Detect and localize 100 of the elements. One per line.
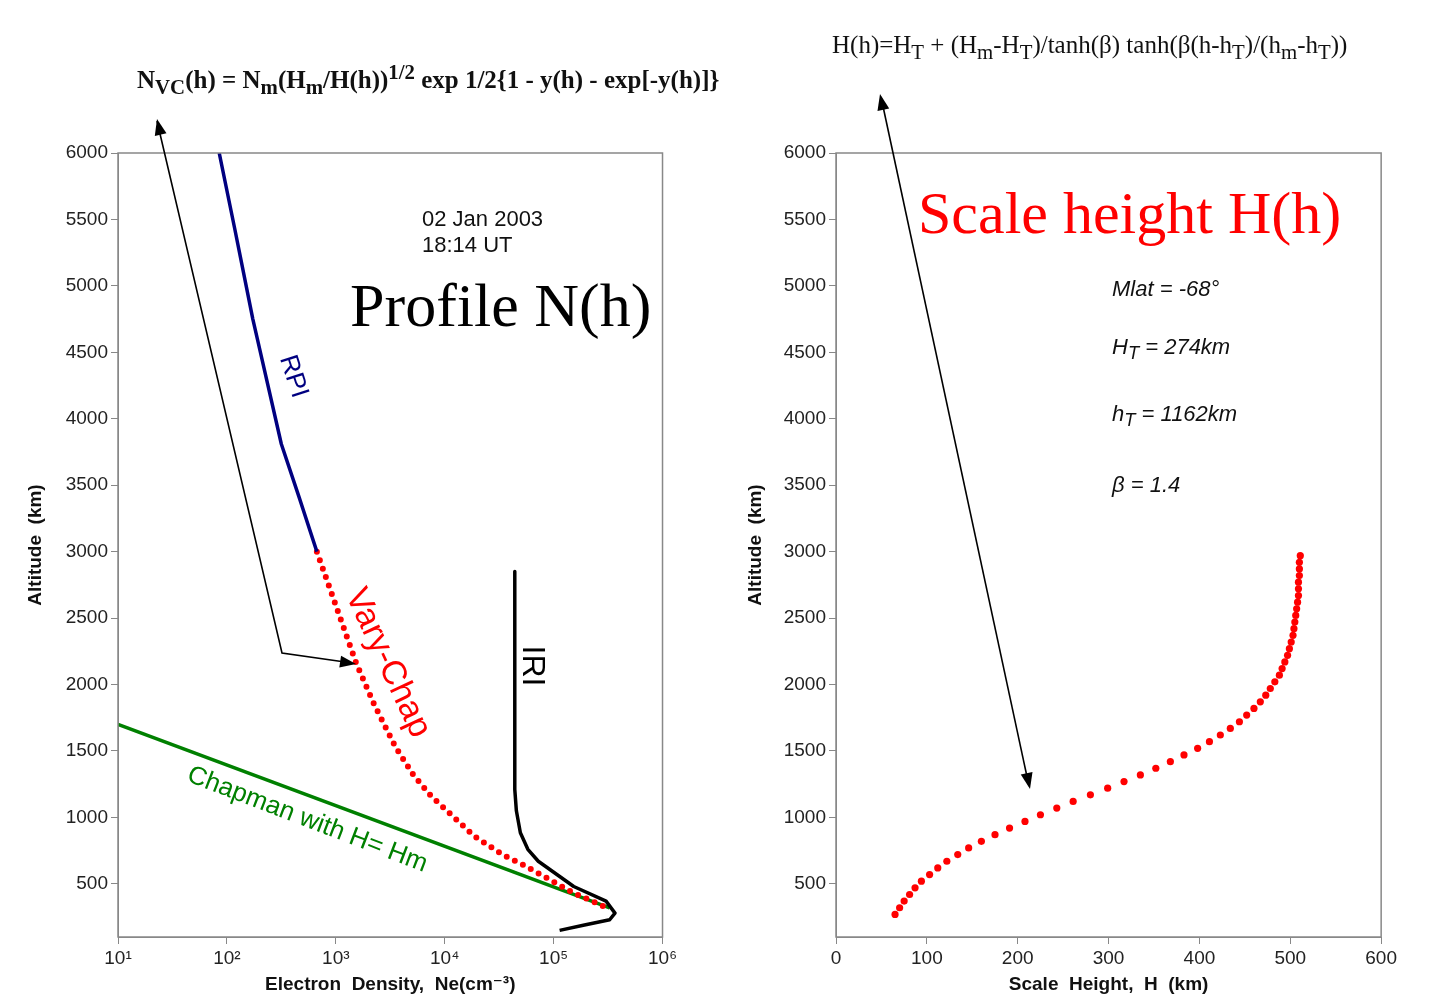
point <box>1293 605 1301 613</box>
point <box>1294 585 1303 593</box>
x-tick-label: 500 <box>1274 946 1307 968</box>
point <box>1295 558 1303 566</box>
y-tick-label: 4000 <box>783 407 826 428</box>
y-tick-label: 500 <box>794 872 826 894</box>
y-tick-label: 1000 <box>65 805 108 827</box>
point <box>925 870 934 879</box>
point <box>1136 771 1144 779</box>
point <box>1256 698 1264 706</box>
point <box>1235 718 1244 726</box>
y-tick-label: 6000 <box>65 141 108 163</box>
y-tick-label: 2000 <box>783 672 826 694</box>
x-tick-label: 10⁴ <box>430 946 460 968</box>
y-tick-label: 5500 <box>65 207 108 229</box>
text: RPI <box>274 350 316 402</box>
y-tick-label: 3500 <box>783 473 826 495</box>
point <box>1266 684 1274 693</box>
point <box>1289 631 1297 639</box>
point <box>1285 645 1293 653</box>
point <box>1036 811 1045 819</box>
chart-title: Scale height H(h) <box>918 180 1342 246</box>
y-tick-label: 2500 <box>783 606 826 628</box>
point <box>1152 764 1160 772</box>
point <box>1053 804 1061 812</box>
y-tick-label: 500 <box>76 872 108 894</box>
annotation: Mlat = -68° <box>1112 276 1220 303</box>
annotation: 02 Jan 2003 <box>422 206 544 233</box>
text: Profile N(h) <box>350 271 652 339</box>
x-tick-label: 10⁶ <box>648 946 678 968</box>
x-tick-label: 600 <box>1365 946 1397 968</box>
y-axis-title: Altitude (km) <box>23 484 45 606</box>
point <box>1275 671 1283 679</box>
point <box>1290 625 1298 633</box>
text: H(h)=H$_{T}$ + (H$_{m}$-H$_{T}$)/tanh(β) tanh(β(h-h$_{T}$)/(h$_{m}$-h$_{T}$)) <box>832 31 1348 64</box>
y-tick-label: 1500 <box>783 739 826 761</box>
x-tick-label: 10⁵ <box>539 946 569 968</box>
point <box>906 890 914 899</box>
point <box>1281 658 1289 666</box>
text: N$_{VC}$(h) = N$_{m}$(H$_{m}$/H(h))$^{1/2}$ exp 1/2{1 - y(h) - exp[-y(h)]} <box>137 60 720 100</box>
point <box>1086 791 1094 799</box>
x-tick-label: 400 <box>1183 946 1216 968</box>
point <box>1250 704 1258 713</box>
x-tick-label: 100 <box>911 946 943 968</box>
point <box>1205 738 1214 746</box>
x-tick-label: 200 <box>1001 946 1034 968</box>
point <box>1294 578 1303 586</box>
x-tick-label: 300 <box>1092 946 1125 968</box>
y-tick-label: 1500 <box>65 739 108 761</box>
y-axis-title: Altitude (km) <box>743 484 765 606</box>
x-tick-label: 10³ <box>322 946 350 968</box>
point <box>1120 777 1128 786</box>
point <box>911 884 919 892</box>
point <box>1295 571 1303 580</box>
point <box>1278 664 1286 673</box>
point <box>1291 618 1299 626</box>
point <box>954 851 962 859</box>
point <box>1194 744 1202 752</box>
point <box>1021 817 1029 825</box>
point <box>1294 591 1303 600</box>
annotation: β = 1.4 <box>1112 472 1181 499</box>
y-tick-label: 4500 <box>783 340 826 362</box>
point <box>1216 731 1224 739</box>
point <box>1295 565 1303 573</box>
y-tick-label: 5500 <box>783 207 826 229</box>
y-tick-label: 3500 <box>65 473 108 495</box>
annotation: H$_{T}$ = 274km <box>1112 334 1231 365</box>
point <box>891 910 899 919</box>
point <box>1180 751 1188 759</box>
point <box>1293 598 1302 606</box>
point <box>1243 711 1251 719</box>
y-tick-label: 3000 <box>783 539 826 561</box>
point <box>1262 691 1270 699</box>
y-tick-label: 1000 <box>783 805 826 827</box>
point <box>1287 638 1295 646</box>
point <box>934 864 942 872</box>
x-tick-label: 10¹ <box>104 946 132 968</box>
annotation: h$_{T}$ = 1162km <box>1112 401 1238 432</box>
y-tick-label: 5000 <box>783 274 826 296</box>
annotation: 18:14 UT <box>422 232 513 259</box>
point <box>917 877 926 885</box>
x-tick-label: 0 <box>830 946 842 968</box>
x-axis-title: Scale Height, H (km) <box>1008 972 1209 994</box>
point <box>991 831 999 839</box>
point <box>1283 651 1292 659</box>
point <box>977 837 985 845</box>
point <box>1271 678 1279 686</box>
y-tick-label: 5000 <box>65 274 108 296</box>
point <box>896 904 904 912</box>
point <box>900 897 908 905</box>
x-axis-title: Electron Density, Ne(cm⁻³) <box>265 972 516 994</box>
point <box>1005 824 1014 832</box>
text: IRI <box>516 645 552 687</box>
y-tick-label: 3000 <box>65 539 108 561</box>
point <box>1166 758 1174 766</box>
y-tick-label: 4000 <box>65 407 108 428</box>
point <box>1226 724 1234 732</box>
y-tick-label: 2500 <box>65 606 108 628</box>
y-tick-label: 2000 <box>65 672 108 694</box>
point <box>1069 797 1077 806</box>
